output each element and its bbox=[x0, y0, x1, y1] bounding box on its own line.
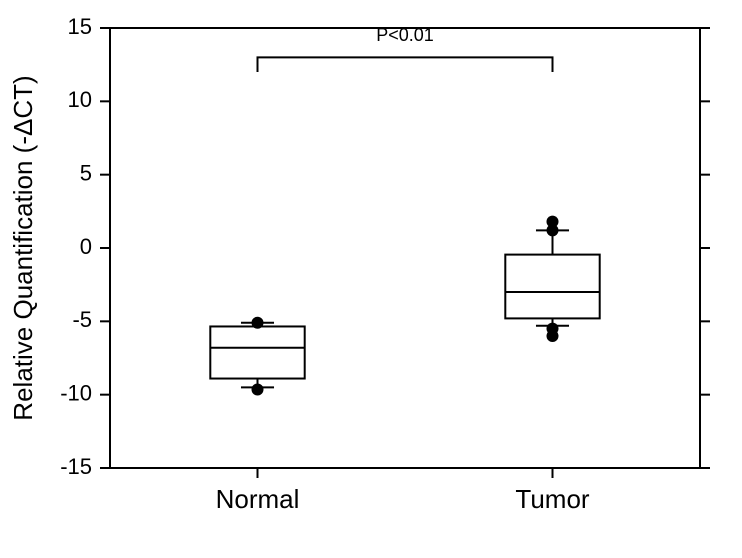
boxplot-chart: -15 -10 -5 0 5 10 15 Relative Quantification (-… bbox=[0, 0, 742, 558]
y-tick-label: 5 bbox=[80, 160, 92, 185]
y-tick-label: -10 bbox=[60, 380, 92, 405]
y-tick-label: -5 bbox=[72, 307, 92, 332]
outlier-point bbox=[547, 323, 559, 335]
y-tick-label: 10 bbox=[68, 87, 92, 112]
chart-svg: -15 -10 -5 0 5 10 15 Relative Quantification (-… bbox=[0, 0, 742, 558]
p-value-annotation: P<0.01 bbox=[376, 25, 434, 45]
box bbox=[505, 255, 599, 319]
y-tick-label: 0 bbox=[80, 234, 92, 259]
x-tick-label: Normal bbox=[216, 484, 300, 514]
outlier-point bbox=[547, 216, 559, 228]
x-tick-label: Tumor bbox=[515, 484, 589, 514]
outlier-point bbox=[252, 317, 264, 329]
y-tick-label: 15 bbox=[68, 14, 92, 39]
box bbox=[210, 326, 304, 378]
y-tick-label: -15 bbox=[60, 454, 92, 479]
y-axis-label: Relative Quantification (-ΔCT) bbox=[8, 75, 38, 420]
outlier-point bbox=[252, 384, 264, 396]
